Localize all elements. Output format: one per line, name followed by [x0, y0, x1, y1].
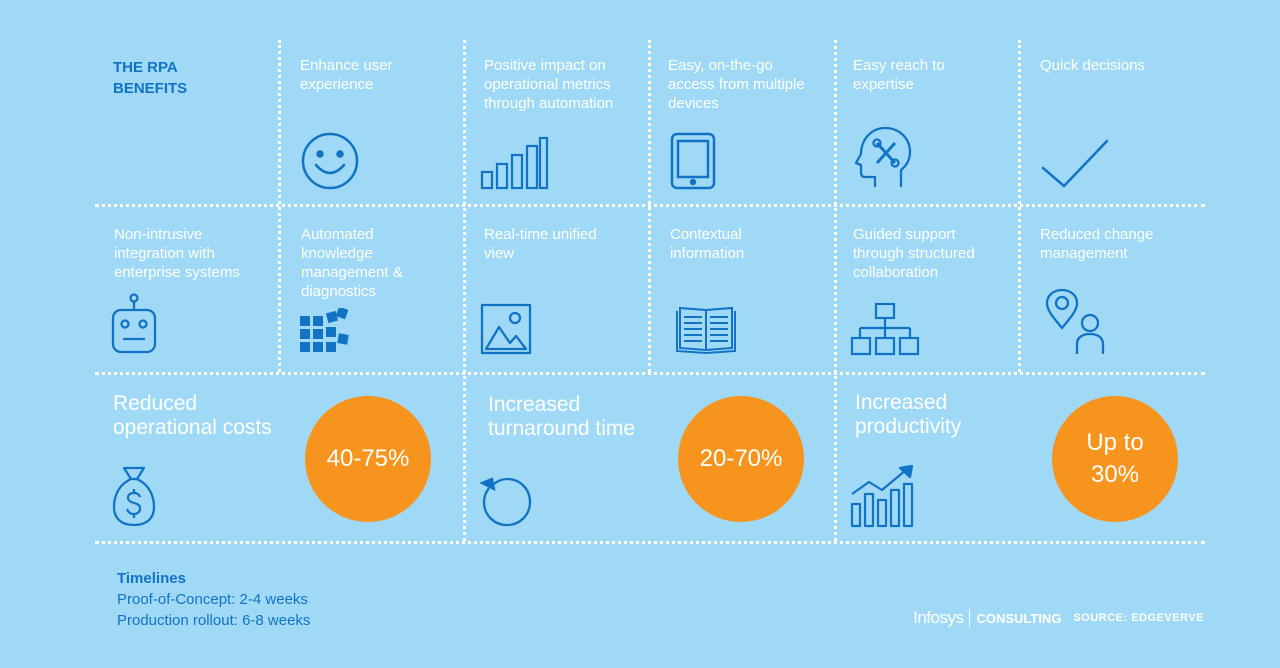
- benefit-label: Easy, on-the-go access from multiple dev…: [668, 57, 805, 112]
- bar-chart-icon: [480, 136, 550, 190]
- footer: Infosys CONSULTING SOURCE: EDGEVERVE: [913, 608, 1204, 628]
- timelines: Timelines Proof-of-Concept: 2-4 weeks Pr…: [117, 568, 310, 631]
- book-icon: [675, 305, 737, 355]
- benefit-title: Increased productivity: [855, 391, 962, 438]
- percentage-circle: 20-70%: [678, 396, 804, 522]
- benefit-label: Real-time unified view: [484, 226, 597, 262]
- consulting-label: CONSULTING: [976, 610, 1062, 626]
- location-person-icon: [1044, 288, 1108, 356]
- divider: [95, 372, 1205, 375]
- page-title: THE RPA BENEFITS: [113, 59, 188, 97]
- benefit-label: Enhance user experience: [300, 57, 393, 93]
- checkmark-icon: [1040, 138, 1110, 190]
- benefit-title: Reduced operational costs: [113, 392, 272, 439]
- benefit-label: Automated knowledge management & diagnos…: [301, 226, 403, 300]
- blocks-icon: [300, 308, 350, 356]
- benefit-label: Easy reach to expertise: [853, 57, 945, 93]
- benefit-title: Increased turnaround time: [488, 393, 636, 440]
- timeline-poc: Proof-of-Concept: 2-4 weeks: [117, 591, 308, 608]
- brand-logo: Infosys: [913, 608, 964, 627]
- org-chart-icon: [850, 302, 920, 356]
- divider: [834, 40, 837, 541]
- tablet-icon: [670, 132, 716, 190]
- benefit-label: Positive impact on operational metrics t…: [484, 57, 614, 112]
- timeline-rollout: Production rollout: 6-8 weeks: [117, 612, 311, 629]
- divider: [95, 541, 1205, 544]
- percentage-circle: 40-75%: [305, 396, 431, 522]
- divider: [648, 40, 651, 372]
- robot-icon: [110, 292, 158, 356]
- benefit-label: Guided support through structured collab…: [853, 226, 975, 281]
- head-tools-icon: [853, 125, 913, 189]
- benefit-label: Quick decisions: [1040, 57, 1146, 74]
- image-icon: [480, 303, 532, 355]
- benefit-label: Contextual information: [670, 226, 745, 262]
- money-bag-icon: [112, 465, 156, 527]
- divider: [1018, 40, 1021, 372]
- source-label: SOURCE: EDGEVERVE: [1073, 612, 1204, 624]
- benefit-label: Reduced change management: [1040, 226, 1154, 262]
- percentage-circle: Up to 30%: [1052, 396, 1178, 522]
- refresh-icon: [480, 475, 534, 529]
- growth-chart-icon: [850, 464, 916, 528]
- timelines-title: Timelines: [117, 570, 186, 587]
- benefit-label: Non-intrusive integration with enterpris…: [114, 226, 240, 281]
- divider: [969, 609, 971, 627]
- divider: [278, 40, 281, 372]
- smiley-face-icon: [300, 131, 360, 191]
- divider: [463, 40, 466, 541]
